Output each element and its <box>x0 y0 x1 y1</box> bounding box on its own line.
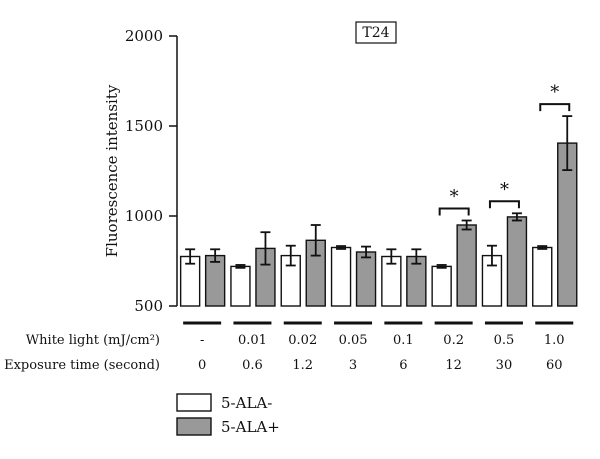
row-value: - <box>200 333 204 348</box>
error-bar <box>336 245 347 250</box>
significance-star: * <box>450 187 459 208</box>
error-bar <box>235 264 246 269</box>
title-frame <box>355 21 397 44</box>
row-value: 1.2 <box>292 358 313 373</box>
bar-ala-minus <box>230 265 251 307</box>
legend-swatch <box>176 393 212 412</box>
y-tick-label: 1500 <box>125 117 163 135</box>
bar-ala-minus <box>431 265 452 307</box>
error-bar <box>361 245 372 259</box>
error-bar <box>210 248 221 263</box>
row-value: 6 <box>399 358 407 373</box>
chart-title-box: T24 <box>355 21 397 44</box>
row-label: White light (mJ/cm²) <box>26 333 160 348</box>
legend-label: 5-ALA+ <box>221 418 280 436</box>
row-value: 0.6 <box>242 358 263 373</box>
error-bar <box>537 245 548 250</box>
row-value: 12 <box>445 358 462 373</box>
row-value: 0 <box>198 358 206 373</box>
error-bar <box>310 224 321 257</box>
row-value: 0.2 <box>443 333 464 348</box>
legend: 5-ALA- 5-ALA+ <box>176 393 280 436</box>
error-bar <box>260 231 271 266</box>
significance-bracket: * <box>438 187 470 216</box>
significance-bracket: * <box>539 82 571 112</box>
significance-marks: * * * <box>438 82 571 216</box>
legend-swatch <box>176 417 212 436</box>
y-tick-label: 2000 <box>125 27 163 45</box>
bar-ala-plus <box>355 251 377 307</box>
y-axis-label: Fluorescence intensity <box>103 84 121 257</box>
error-bar <box>285 244 296 267</box>
legend-item: 5-ALA+ <box>176 417 280 436</box>
row-value: 0.02 <box>288 333 317 348</box>
error-bar <box>461 219 472 231</box>
significance-star: * <box>550 82 559 103</box>
row-value: 60 <box>546 358 563 373</box>
row-value: 1.0 <box>544 333 565 348</box>
row-value: 0.01 <box>238 333 267 348</box>
bar-ala-minus <box>532 246 553 307</box>
error-bar <box>411 248 422 265</box>
error-bar <box>562 115 573 172</box>
row-value: 0.05 <box>339 333 368 348</box>
chart-title: T24 <box>362 25 389 41</box>
y-tick-label: 1000 <box>125 207 163 225</box>
bar-ala-plus <box>456 224 477 307</box>
error-bar <box>386 248 397 265</box>
row-value: 0.1 <box>393 333 414 348</box>
row-label: Exposure time (second) <box>4 358 160 373</box>
row-value: 3 <box>349 358 357 373</box>
legend-item: 5-ALA- <box>176 393 272 412</box>
error-bar <box>511 212 522 222</box>
bar-ala-plus <box>204 254 226 307</box>
bar-ala-plus <box>506 216 528 307</box>
row-value: 0.5 <box>494 333 515 348</box>
condition-table: White light (mJ/cm²) - 0.01 0.02 0.05 0.1 0.2 0… <box>4 321 574 373</box>
error-bar <box>436 264 447 269</box>
y-tick-label: 500 <box>134 297 163 315</box>
bar-marks <box>179 115 578 307</box>
error-bar <box>486 244 497 267</box>
error-bar <box>185 248 196 265</box>
row-value: 30 <box>496 358 513 373</box>
significance-star: * <box>500 179 509 200</box>
legend-label: 5-ALA- <box>221 394 272 412</box>
bar-ala-minus <box>330 246 352 307</box>
y-axis-ticks: 500 1000 1500 2000 <box>125 27 177 315</box>
significance-bracket: * <box>488 179 520 209</box>
